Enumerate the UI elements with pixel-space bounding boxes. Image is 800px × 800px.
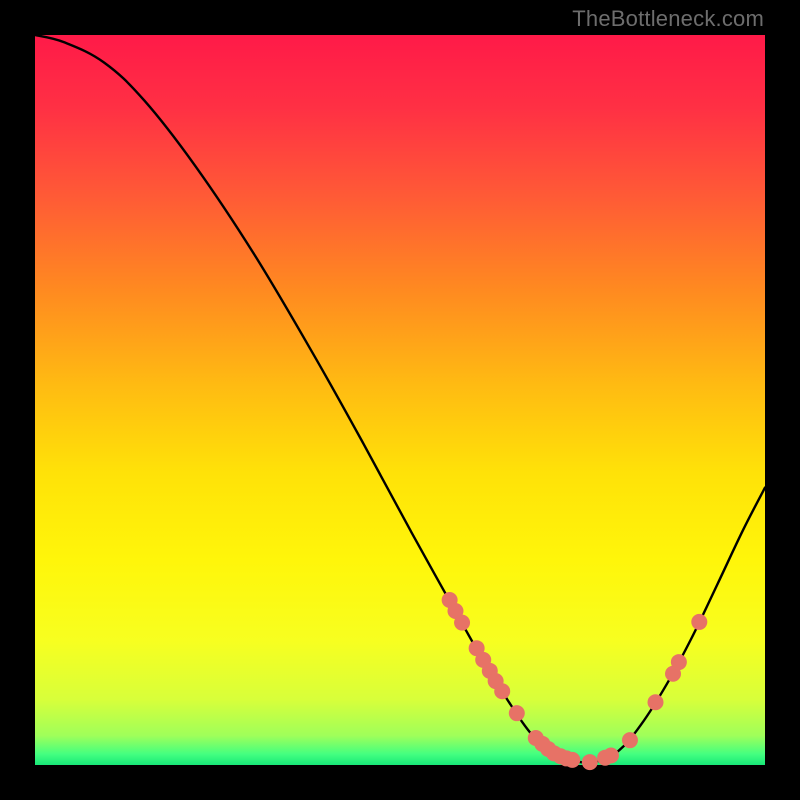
data-point-marker <box>671 654 687 670</box>
data-point-marker <box>622 732 638 748</box>
data-point-marker <box>454 615 470 631</box>
data-point-markers <box>35 35 765 765</box>
plot-area <box>35 35 765 765</box>
data-point-marker <box>582 754 598 770</box>
figure-canvas: TheBottleneck.com <box>0 0 800 800</box>
data-point-marker <box>564 752 580 768</box>
data-point-marker <box>494 683 510 699</box>
attribution-label: TheBottleneck.com <box>572 6 764 32</box>
data-point-marker <box>648 694 664 710</box>
data-point-marker <box>691 614 707 630</box>
data-point-marker <box>509 705 525 721</box>
data-point-marker <box>603 748 619 764</box>
